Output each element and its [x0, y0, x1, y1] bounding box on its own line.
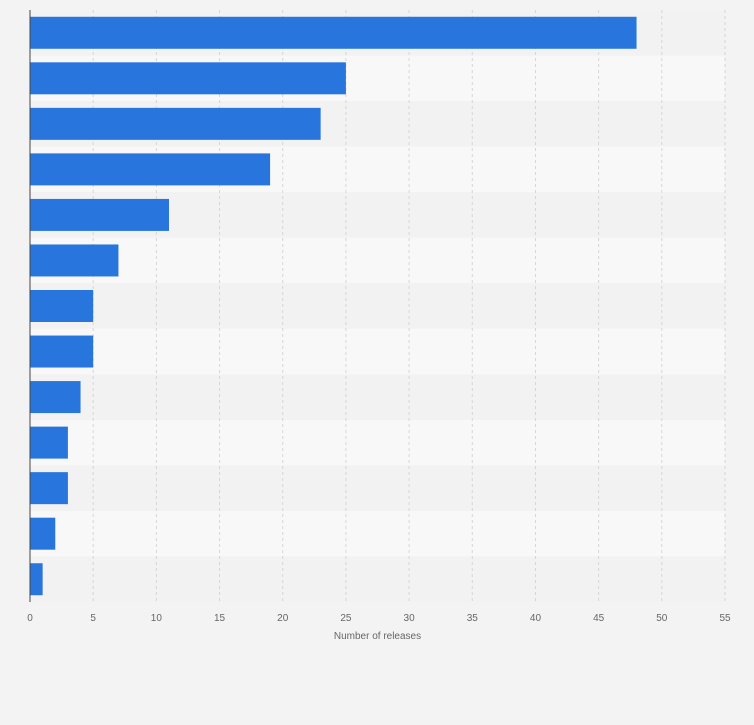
row-bands: [30, 10, 725, 602]
x-tick-label: 50: [656, 613, 668, 624]
bars: [30, 16, 637, 596]
bar: [30, 16, 637, 49]
bar: [30, 472, 68, 505]
x-tick-label: 15: [214, 613, 226, 624]
bar: [30, 153, 271, 186]
bar: [30, 517, 56, 550]
row-band: [30, 237, 725, 284]
row-band: [30, 510, 725, 557]
bar: [30, 563, 43, 596]
row-band: [30, 556, 725, 602]
bar: [30, 426, 68, 459]
row-band: [30, 283, 725, 329]
x-axis-label: Number of releases: [334, 631, 421, 642]
x-tick-label: 40: [530, 613, 542, 624]
row-band: [30, 374, 725, 420]
bar: [30, 107, 321, 140]
bar: [30, 381, 81, 414]
row-band: [30, 419, 725, 466]
bar: [30, 244, 119, 277]
bar: [30, 335, 94, 368]
x-tick-label: 25: [340, 613, 352, 624]
x-tick-label: 10: [151, 613, 163, 624]
row-band: [30, 465, 725, 511]
x-tick-label: 35: [467, 613, 479, 624]
bar: [30, 62, 346, 95]
x-tick-label: 5: [90, 613, 96, 624]
x-tick-label: 20: [277, 613, 289, 624]
x-tick-label: 30: [404, 613, 416, 624]
x-tick-label: 0: [27, 613, 33, 624]
bar: [30, 290, 94, 322]
x-axis-ticks: 0 5 10 15 20 25 30 35 40 45 50 55: [27, 613, 731, 624]
row-band: [30, 328, 725, 375]
x-tick-label: 55: [719, 613, 731, 624]
bar: [30, 198, 169, 231]
x-tick-label: 45: [593, 613, 605, 624]
